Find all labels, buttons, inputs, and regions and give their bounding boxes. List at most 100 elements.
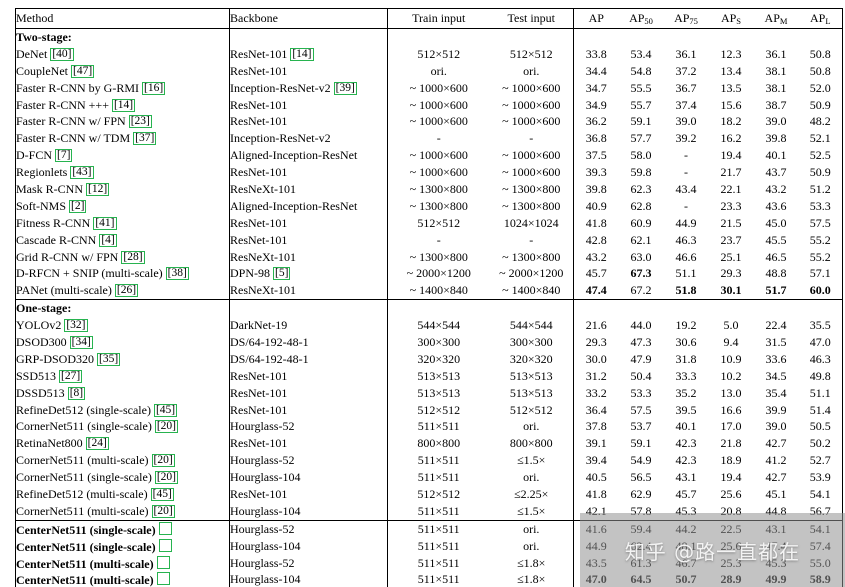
train-input-cell: ~ 1300×800 [409, 181, 468, 196]
citation-link[interactable] [156, 572, 170, 586]
citation-link[interactable]: [28] [121, 250, 145, 264]
citation-link[interactable]: [45] [153, 403, 178, 417]
citation-link[interactable]: [41] [93, 216, 117, 230]
citation-link[interactable]: [35] [97, 352, 121, 366]
column-header-ap50: AP50 [618, 8, 664, 29]
metric-cell: 12.3 [720, 46, 742, 61]
backbone-cell: ResNeXt-101 [229, 248, 388, 266]
metric-cell: 57.5 [809, 215, 831, 230]
metric-cell: 45.5 [765, 232, 787, 247]
train-input-cell: 512×512 [417, 215, 461, 230]
metric-cell: 62.3 [630, 181, 652, 196]
metric-cell: 39.0 [765, 419, 787, 434]
citation-link[interactable]: [20] [151, 454, 175, 468]
metric-cell: 10.2 [720, 368, 742, 383]
test-input-cell: 513×513 [489, 384, 574, 402]
train-input-cell: ~ 1000×600 [409, 80, 468, 95]
citation-link[interactable]: [8] [67, 386, 86, 400]
citation-link[interactable]: [40] [50, 47, 74, 61]
citation-link[interactable]: [4] [99, 233, 117, 247]
citation-link[interactable]: [45] [150, 487, 174, 501]
metric-cell: 31.2 [585, 368, 607, 383]
column-header-aps: APS [708, 8, 754, 29]
train-input-cell: ~ 1000×600 [409, 114, 468, 129]
metric-cell: 55.7 [630, 97, 652, 112]
empty-cell [753, 299, 799, 318]
method-cell: PANet (multi-scale) [26] [15, 282, 230, 300]
metric-cell: 58.0 [630, 148, 652, 163]
metric-cell: 62.9 [630, 486, 652, 501]
metric-cell: 40.5 [585, 470, 607, 485]
citation-link[interactable]: [43] [70, 166, 94, 180]
test-input-cell: ori. [489, 62, 574, 80]
metric-cell: 55.2 [809, 249, 831, 264]
citation-link[interactable]: [27] [59, 369, 83, 383]
metric-cell: 39.0 [765, 114, 787, 129]
citation-link[interactable] [158, 521, 172, 535]
citation-link[interactable] [156, 555, 170, 569]
citation-link[interactable]: [39] [333, 81, 357, 95]
citation-link[interactable]: [7] [55, 149, 73, 163]
metric-cell: 39.4 [585, 453, 607, 468]
table-row: CornerNet511 (multi-scale) [20] Hourglass-… [15, 502, 843, 521]
citation-link[interactable]: [14] [290, 47, 314, 61]
metric-cell: 22.4 [765, 318, 787, 333]
metric-cell: 62.8 [630, 198, 652, 213]
method-cell: D-RFCN + SNIP (multi-scale) [38] [15, 265, 230, 283]
metric-cell: 25.1 [720, 249, 742, 264]
citation-link[interactable]: [34] [69, 335, 93, 349]
metric-cell: 39.8 [585, 181, 607, 196]
citation-link[interactable]: [24] [85, 437, 109, 451]
test-input-cell: ori. [489, 537, 574, 555]
backbone-cell: DS/64-192-48-1 [229, 350, 388, 368]
citation-link[interactable]: [20] [154, 471, 179, 485]
table-row: CornerNet511 (multi-scale) [20] Hourglass-… [15, 452, 843, 470]
empty-cell [573, 299, 619, 318]
metric-cell: 10.9 [720, 351, 742, 366]
citation-link[interactable]: [14] [111, 98, 136, 112]
citation-link[interactable]: [47] [71, 64, 95, 78]
metric-cell: 47.9 [630, 351, 652, 366]
metric-cell: 34.7 [585, 80, 607, 95]
citation-link[interactable]: [38] [165, 267, 189, 281]
metric-cell: 36.1 [765, 46, 787, 61]
results-table: Method Backbone Train input Test input AP AP5… [15, 8, 843, 587]
citation-link[interactable]: [26] [114, 284, 139, 298]
citation-link[interactable] [158, 538, 172, 552]
test-input-cell: 512×512 [489, 45, 574, 63]
table-row: YOLOv2 [32] DarkNet-19 544×544 544×544 21.6 44… [15, 317, 843, 335]
citation-link[interactable]: [32] [64, 319, 88, 333]
metric-cell: 33.8 [585, 46, 607, 61]
backbone-cell: Inception-ResNet-v2 [229, 130, 388, 148]
method-cell: Soft-NMS [2] [15, 197, 230, 215]
empty-cell [663, 299, 709, 318]
citation-link[interactable]: [12] [86, 182, 110, 196]
metric-cell: 16.6 [720, 402, 742, 417]
method-cell: RefineDet512 (single-scale) [45] [15, 401, 230, 419]
backbone-cell: DS/64-192-48-1 [229, 334, 388, 351]
backbone-cell: ResNet-101 [229, 435, 388, 453]
citation-link[interactable]: [37] [133, 132, 157, 146]
metric-cell: 5.0 [723, 318, 739, 333]
method-cell: CenterNet511 (single-scale) [15, 537, 230, 555]
backbone-cell: ResNet-101 [229, 62, 388, 80]
metric-cell: 48.2 [809, 114, 831, 129]
citation-link[interactable]: [23] [128, 115, 152, 129]
train-input-cell: 320×320 [417, 351, 461, 366]
metric-cell: 45.1 [765, 486, 787, 501]
metric-cell: 59.8 [630, 165, 652, 180]
citation-link[interactable]: [20] [151, 504, 175, 518]
citation-link[interactable]: [5] [273, 267, 291, 281]
train-input-cell: 511×511 [417, 555, 460, 570]
metric-cell: 53.9 [809, 470, 831, 485]
column-header-method: Method [15, 8, 230, 29]
empty-cell [229, 299, 388, 318]
citation-link[interactable]: [2] [69, 199, 87, 213]
metric-cell: 46.3 [675, 232, 697, 247]
citation-link[interactable]: [20] [154, 420, 179, 434]
method-cell: CornerNet511 (single-scale) [20] [15, 469, 230, 487]
table-row: DeNet [40] ResNet-101 [14] 512×512 512×512 33.… [15, 45, 843, 63]
metric-cell: 51.2 [809, 181, 831, 196]
citation-link[interactable]: [16] [142, 81, 166, 95]
